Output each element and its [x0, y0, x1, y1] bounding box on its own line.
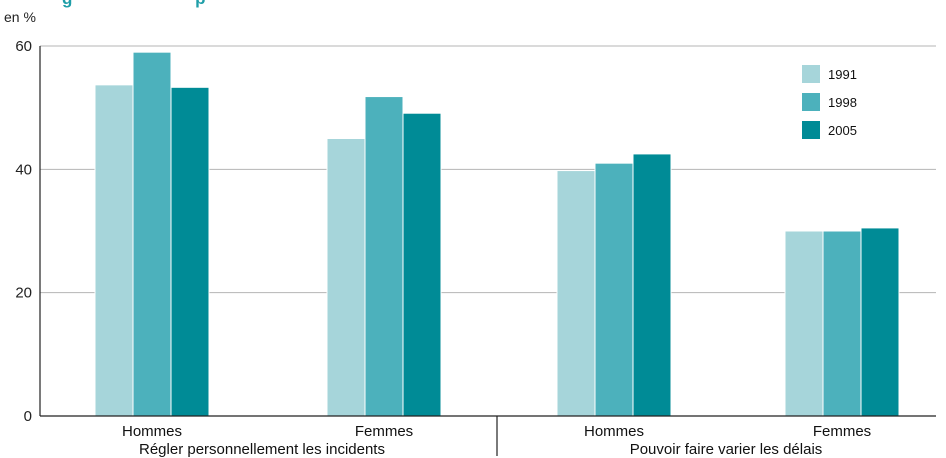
bar-2005-2: [632, 153, 672, 417]
x-group-label: Régler personnellement les incidents: [139, 441, 385, 458]
bar-2005-1: [402, 112, 442, 417]
x-category-label: Femmes: [355, 423, 413, 440]
legend-label-2005: 2005: [828, 123, 857, 138]
y-tick-label: 60: [15, 38, 32, 55]
legend: 1991 1998 2005: [802, 65, 857, 139]
y-axis-unit-label: en %: [4, 9, 36, 25]
axes: [39, 46, 936, 456]
legend-swatch-2005: [802, 121, 820, 139]
bar-1998-0: [132, 51, 172, 417]
legend-label-1991: 1991: [828, 67, 857, 82]
y-axis-ticks: 0 20 40 60: [15, 38, 32, 425]
bar-2005-3: [860, 227, 900, 417]
x-category-label: Hommes: [584, 423, 644, 440]
legend-swatch-1998: [802, 93, 820, 111]
bar-1998-1: [364, 96, 404, 417]
bar-1991-3: [784, 230, 824, 417]
y-tick-label: 40: [15, 161, 32, 178]
bar-1991-1: [326, 138, 366, 417]
x-group-label: Pouvoir faire varier les délais: [630, 441, 823, 458]
bar-1991-2: [556, 170, 596, 417]
y-tick-label: 0: [24, 408, 32, 425]
bars: [94, 51, 900, 417]
chart-title: g p: [62, 0, 206, 8]
x-category-label: Hommes: [122, 423, 182, 440]
bar-1991-0: [94, 84, 134, 417]
bar-1998-3: [822, 230, 862, 417]
y-tick-label: 20: [15, 285, 32, 302]
legend-swatch-1991: [802, 65, 820, 83]
bar-1998-2: [594, 162, 634, 417]
x-category-label: Femmes: [813, 423, 871, 440]
bar-2005-0: [170, 86, 210, 417]
legend-label-1998: 1998: [828, 95, 857, 110]
